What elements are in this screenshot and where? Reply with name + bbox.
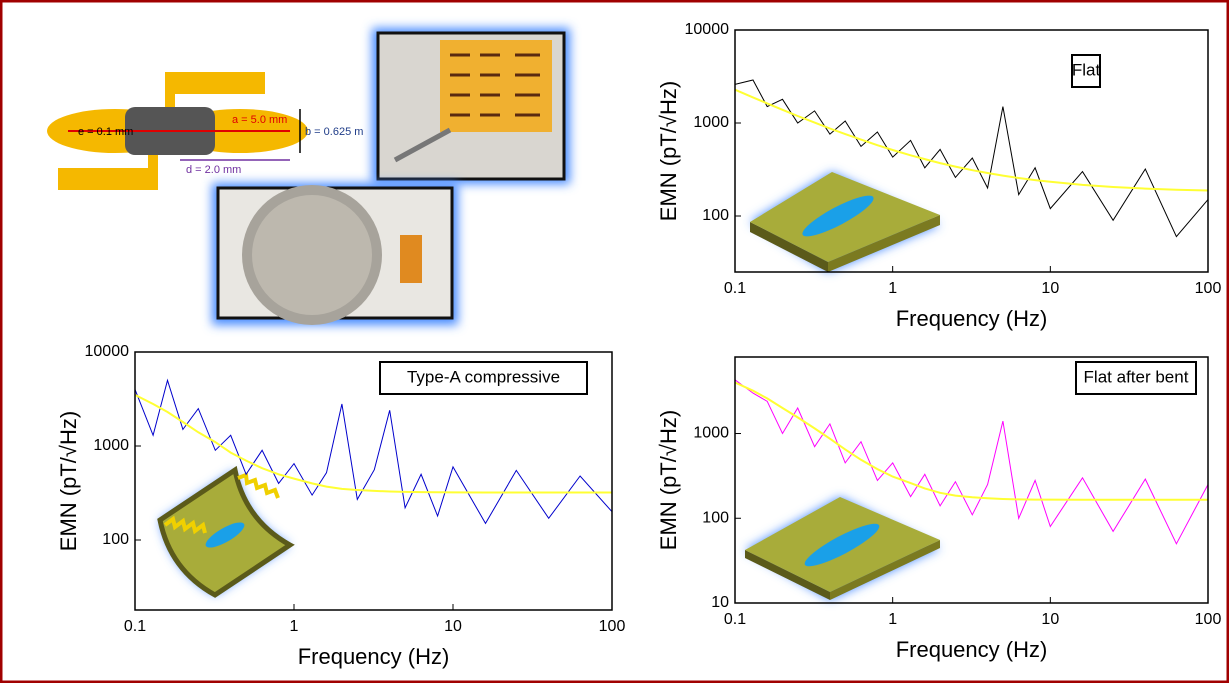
frame [1, 1, 1228, 682]
x-tick-label: 0.1 [724, 280, 746, 297]
y-tick-label: 100 [702, 509, 729, 526]
annotation: Type-A compressive [407, 367, 560, 386]
y-tick-label: 1000 [693, 114, 729, 131]
x-axis-label: Frequency (Hz) [896, 637, 1048, 662]
annotation: Flat [1072, 60, 1101, 79]
x-tick-label: 1 [888, 611, 897, 628]
x-axis-label: Frequency (Hz) [298, 644, 450, 669]
y-axis-label: EMN (pT/√Hz) [56, 411, 81, 551]
x-tick-label: 100 [1195, 611, 1222, 628]
y-tick-label: 1000 [693, 425, 729, 442]
x-tick-label: 100 [599, 618, 626, 635]
photo-sensor-sheet [372, 28, 570, 184]
x-tick-label: 1 [888, 280, 897, 297]
label-b: b = 0.625 m [305, 126, 363, 138]
x-tick-label: 10 [1041, 280, 1059, 297]
label-a: a = 5.0 mm [232, 114, 287, 126]
label-e: e = 0.1 mm [78, 126, 133, 138]
y-axis-label: EMN (pT/√Hz) [656, 410, 681, 550]
photo-coin [212, 183, 458, 325]
x-tick-label: 0.1 [124, 618, 146, 635]
y-tick-label: 1000 [93, 437, 129, 454]
y-axis-label: EMN (pT/√Hz) [656, 81, 681, 221]
y-tick-label: 10000 [85, 343, 130, 360]
annotation: Flat after bent [1084, 367, 1189, 386]
x-tick-label: 100 [1195, 280, 1222, 297]
y-tick-label: 100 [102, 531, 129, 548]
label-d: d = 2.0 mm [186, 164, 241, 176]
y-tick-label: 10000 [685, 21, 730, 38]
x-tick-label: 1 [290, 618, 299, 635]
x-axis-label: Frequency (Hz) [896, 306, 1048, 331]
x-tick-label: 0.1 [724, 611, 746, 628]
y-tick-label: 100 [702, 207, 729, 224]
y-tick-label: 10 [711, 594, 729, 611]
x-tick-label: 10 [1041, 611, 1059, 628]
figure: a = 5.0 mm b = 0.625 m e = 0.1 mm d = 2.… [0, 0, 1229, 683]
x-tick-label: 10 [444, 618, 462, 635]
